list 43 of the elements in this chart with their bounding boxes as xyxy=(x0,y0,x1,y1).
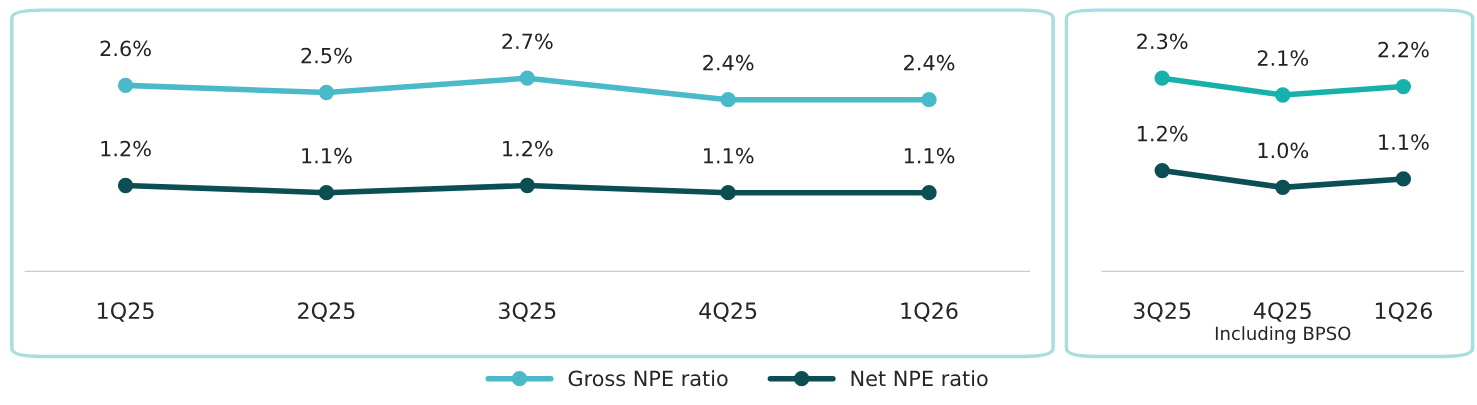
x-tick-label: 3Q25 xyxy=(499,302,556,322)
point xyxy=(519,177,535,194)
x-tick-label: 4Q25 xyxy=(699,302,757,322)
x-tick-label: 4Q25 xyxy=(1253,302,1311,322)
data-label: 2.6% xyxy=(100,40,151,57)
point xyxy=(318,185,335,201)
point xyxy=(117,177,134,194)
point xyxy=(1275,87,1291,103)
point xyxy=(519,70,535,86)
data-label: 2.1% xyxy=(1257,50,1309,66)
data-label: 1.1% xyxy=(1379,134,1429,150)
x-tick-label: 1Q26 xyxy=(901,302,958,322)
x-tick-label: 1Q25 xyxy=(98,302,154,322)
legend-label: Gross NPE ratio xyxy=(568,370,728,387)
data-label: 2.2% xyxy=(1378,41,1429,58)
data-label: 2.3% xyxy=(1137,33,1188,50)
data-label: 2.4% xyxy=(904,54,955,71)
point xyxy=(117,77,134,93)
point xyxy=(1154,162,1170,179)
data-label: 2.5% xyxy=(301,47,352,64)
point xyxy=(921,185,937,201)
data-label: 1.2% xyxy=(503,140,553,157)
data-label: 2.4% xyxy=(703,54,754,71)
point xyxy=(1275,179,1291,196)
data-label: 1.1% xyxy=(302,147,352,164)
legend-label: Net NPE ratio xyxy=(851,370,988,387)
data-label: 1.0% xyxy=(1258,142,1309,159)
point xyxy=(720,185,736,201)
data-label: 2.7% xyxy=(502,33,553,50)
x-axis-title: Including BPSO xyxy=(1215,326,1351,344)
data-label: 1.1% xyxy=(703,147,754,164)
point xyxy=(921,92,937,108)
x-tick-label: 2Q25 xyxy=(298,302,355,322)
data-label: 1.1% xyxy=(904,147,955,164)
point xyxy=(1395,78,1412,95)
x-tick-label: 3Q25 xyxy=(1133,302,1191,322)
point xyxy=(720,92,736,108)
point xyxy=(1154,70,1170,86)
data-label: 1.2% xyxy=(1137,125,1188,142)
point xyxy=(1395,171,1412,187)
data-label: 1.2% xyxy=(101,140,151,157)
point xyxy=(318,84,335,101)
x-tick-label: 1Q26 xyxy=(1375,302,1432,322)
